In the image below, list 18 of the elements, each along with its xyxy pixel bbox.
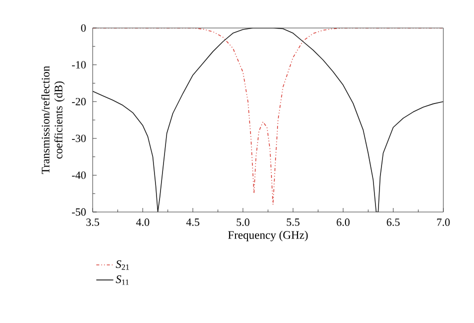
y-tick-label: 0 [81, 24, 86, 32]
x-tick-label: 6.0 [336, 218, 350, 226]
x-tick-label: 5.5 [286, 218, 300, 226]
legend-label: S$_{11}$ [116, 275, 129, 285]
legend-label: S$_{21}$ [116, 260, 129, 270]
x-tick-label: 6.5 [386, 218, 400, 226]
x-tick-label: 4.5 [186, 218, 200, 226]
x-tick-label: 5.0 [236, 218, 250, 226]
x-axis-title: Frequency (GHz) [228, 230, 308, 242]
y-tick-label: -10 [72, 61, 86, 69]
x-tick-label: 7.0 [437, 218, 450, 226]
y-tick-label: -20 [72, 98, 86, 106]
x-tick-label: 3.5 [86, 218, 100, 226]
x-tick-label: 4.0 [136, 218, 150, 226]
y-axis-title: Transmission/reflection coefficients (dB) [41, 66, 65, 174]
y-tick-label: -40 [72, 172, 86, 179]
y-tick-label: -30 [72, 134, 86, 142]
y-tick-label: -50 [72, 208, 86, 216]
